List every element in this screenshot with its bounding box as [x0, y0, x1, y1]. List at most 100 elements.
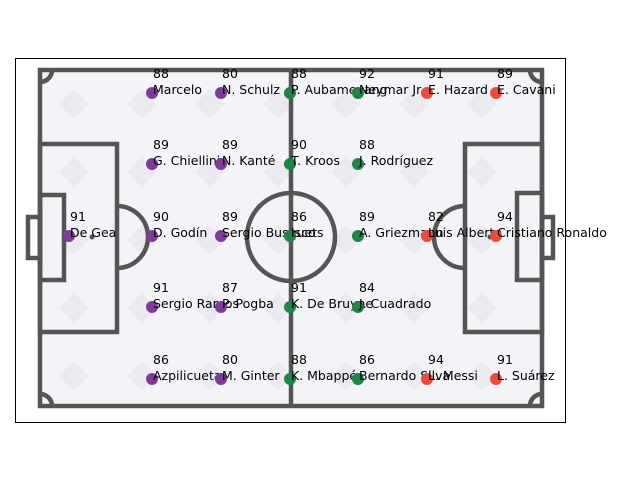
player-name: G. Chiellini — [153, 153, 220, 168]
player-rating: 86 — [153, 352, 169, 367]
player-name: Luis Alberto — [428, 225, 502, 240]
pitch-diamond — [467, 89, 497, 119]
right-penalty-arc — [431, 203, 466, 271]
player-name: D. Godín — [153, 225, 207, 240]
corner-arc-top-right — [527, 69, 543, 85]
player-name: Azpilicueta — [153, 368, 222, 383]
player-rating: 91 — [291, 280, 307, 295]
player-dot — [284, 301, 296, 313]
player-rating: 90 — [291, 137, 307, 152]
player-dot — [352, 158, 364, 170]
player-name: K. Mbappé — [291, 368, 357, 383]
player-7: 89N. Kanté — [215, 137, 276, 170]
player-19: 84J. Cuadrado — [352, 280, 431, 313]
player-rating: 92 — [359, 66, 375, 81]
player-12: 90T. Kroos — [284, 137, 340, 170]
player-dot — [284, 373, 296, 385]
pitch-diamond — [399, 293, 429, 323]
pitch-diamond — [399, 157, 429, 187]
player-name: Neymar Jr — [359, 82, 422, 97]
player-3: 90D. Godín — [146, 209, 207, 242]
pitch-diamond — [399, 361, 429, 391]
right-goal — [539, 214, 556, 261]
player-rating: 89 — [497, 66, 513, 81]
player-rating: 84 — [359, 280, 375, 295]
player-10: 80M. Ginter — [215, 352, 280, 385]
player-dot — [146, 301, 158, 313]
pitch-diamond — [331, 293, 361, 323]
player-dot — [284, 158, 296, 170]
player-dot — [146, 373, 158, 385]
player-dot — [284, 87, 296, 99]
player-rating: 89 — [153, 137, 169, 152]
player-6: 80N. Schulz — [215, 66, 280, 99]
player-dot — [352, 87, 364, 99]
player-11: 88P. Aubameyang — [284, 66, 387, 99]
player-17: 88J. Rodríguez — [352, 137, 433, 170]
pitch-diamond — [59, 157, 89, 187]
left-penalty-spot — [89, 234, 95, 240]
player-rating: 82 — [428, 209, 444, 224]
player-dot — [215, 158, 227, 170]
player-dot — [352, 373, 364, 385]
player-name: N. Kanté — [222, 153, 276, 168]
player-dot — [284, 230, 296, 242]
player-26: 91L. Suárez — [490, 352, 555, 385]
player-9: 87P. Pogba — [215, 280, 274, 313]
player-name: De Gea — [70, 225, 116, 240]
pitch-diamond — [331, 361, 361, 391]
player-24: 89E. Cavani — [490, 66, 556, 99]
left-goal — [25, 214, 43, 261]
player-dot — [215, 87, 227, 99]
player-dot — [63, 230, 75, 242]
player-name: Sergio Busquets — [222, 225, 324, 240]
pitch-diamond — [263, 361, 293, 391]
pitch-diamond — [399, 89, 429, 119]
player-dot — [352, 301, 364, 313]
player-rating: 94 — [497, 209, 513, 224]
pitch-diamond — [59, 293, 89, 323]
player-dot — [352, 230, 364, 242]
pitch-diamond — [59, 361, 89, 391]
player-name: T. Kroos — [290, 153, 340, 168]
player-rating: 90 — [153, 209, 169, 224]
player-rating: 86 — [359, 352, 375, 367]
player-dot — [215, 373, 227, 385]
pitch-diamond — [467, 225, 497, 255]
player-rating: 80 — [222, 352, 238, 367]
pitch-diamond — [467, 157, 497, 187]
pitch-diamond — [467, 293, 497, 323]
player-rating: 91 — [153, 280, 169, 295]
player-name: L. Messi — [428, 368, 478, 383]
player-name: P. Pogba — [222, 296, 274, 311]
player-rating: 87 — [222, 280, 238, 295]
player-dot — [215, 301, 227, 313]
player-name: J. Rodríguez — [358, 153, 433, 168]
player-rating: 88 — [291, 66, 307, 81]
player-rating: 94 — [428, 352, 444, 367]
player-rating: 88 — [153, 66, 169, 81]
player-name: M. Ginter — [222, 368, 280, 383]
player-name: L. Suárez — [497, 368, 555, 383]
player-dot — [490, 373, 502, 385]
pitch-diamond — [263, 293, 293, 323]
player-2: 89G. Chiellini — [146, 137, 220, 170]
player-name: Marcelo — [153, 82, 202, 97]
player-dot — [421, 87, 433, 99]
player-name: E. Cavani — [497, 82, 556, 97]
center-circle — [244, 190, 338, 284]
player-15: 88K. Mbappé — [284, 352, 357, 385]
player-rating: 91 — [497, 352, 513, 367]
pitch-diamond — [195, 293, 225, 323]
player-name: N. Schulz — [222, 82, 280, 97]
corner-arc-top-left — [39, 69, 55, 85]
player-dot — [490, 230, 502, 242]
pitch-diamond — [467, 361, 497, 391]
player-name: Isco — [291, 225, 316, 240]
player-rating: 89 — [222, 137, 238, 152]
